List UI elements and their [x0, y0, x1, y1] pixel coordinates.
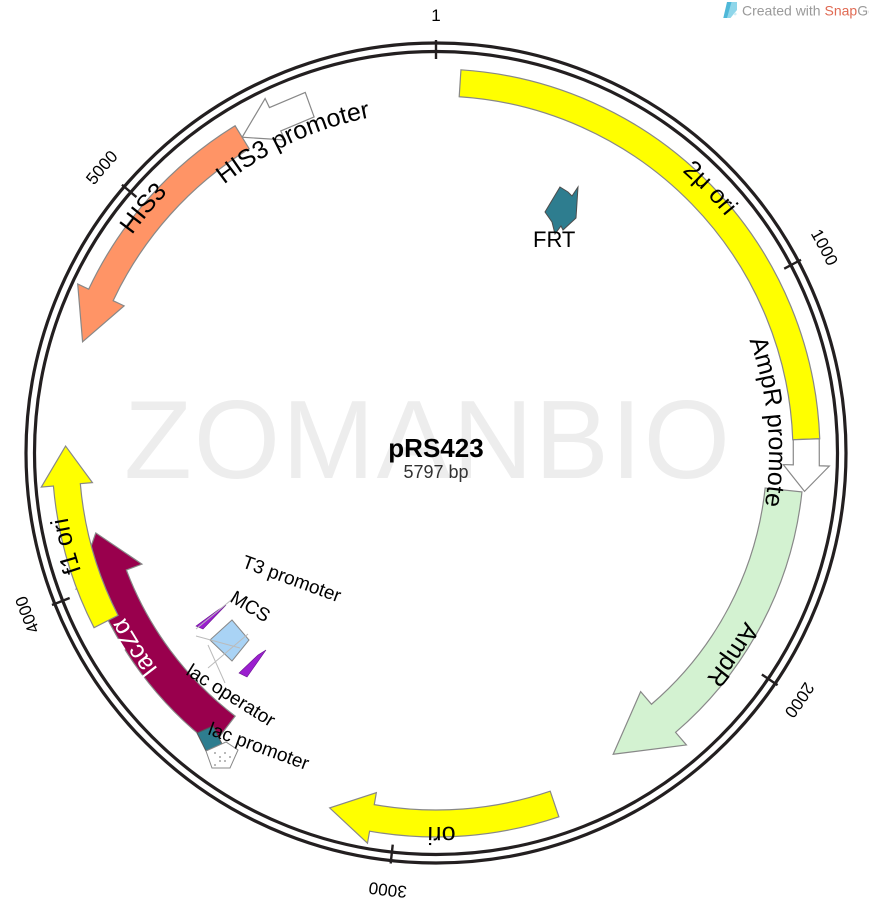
svg-text:FRT: FRT [533, 227, 575, 252]
svg-text:5797 bp: 5797 bp [403, 462, 468, 482]
svg-text:1: 1 [431, 6, 440, 25]
svg-text:4000: 4000 [12, 594, 44, 637]
svg-text:Created with SnapGene®: Created with SnapGene® [742, 3, 869, 19]
svg-text:1000: 1000 [807, 226, 842, 269]
svg-text:2000: 2000 [781, 679, 818, 721]
svg-text:5000: 5000 [82, 147, 121, 188]
svg-text:pRS423: pRS423 [388, 433, 483, 463]
svg-text:3000: 3000 [367, 878, 407, 901]
